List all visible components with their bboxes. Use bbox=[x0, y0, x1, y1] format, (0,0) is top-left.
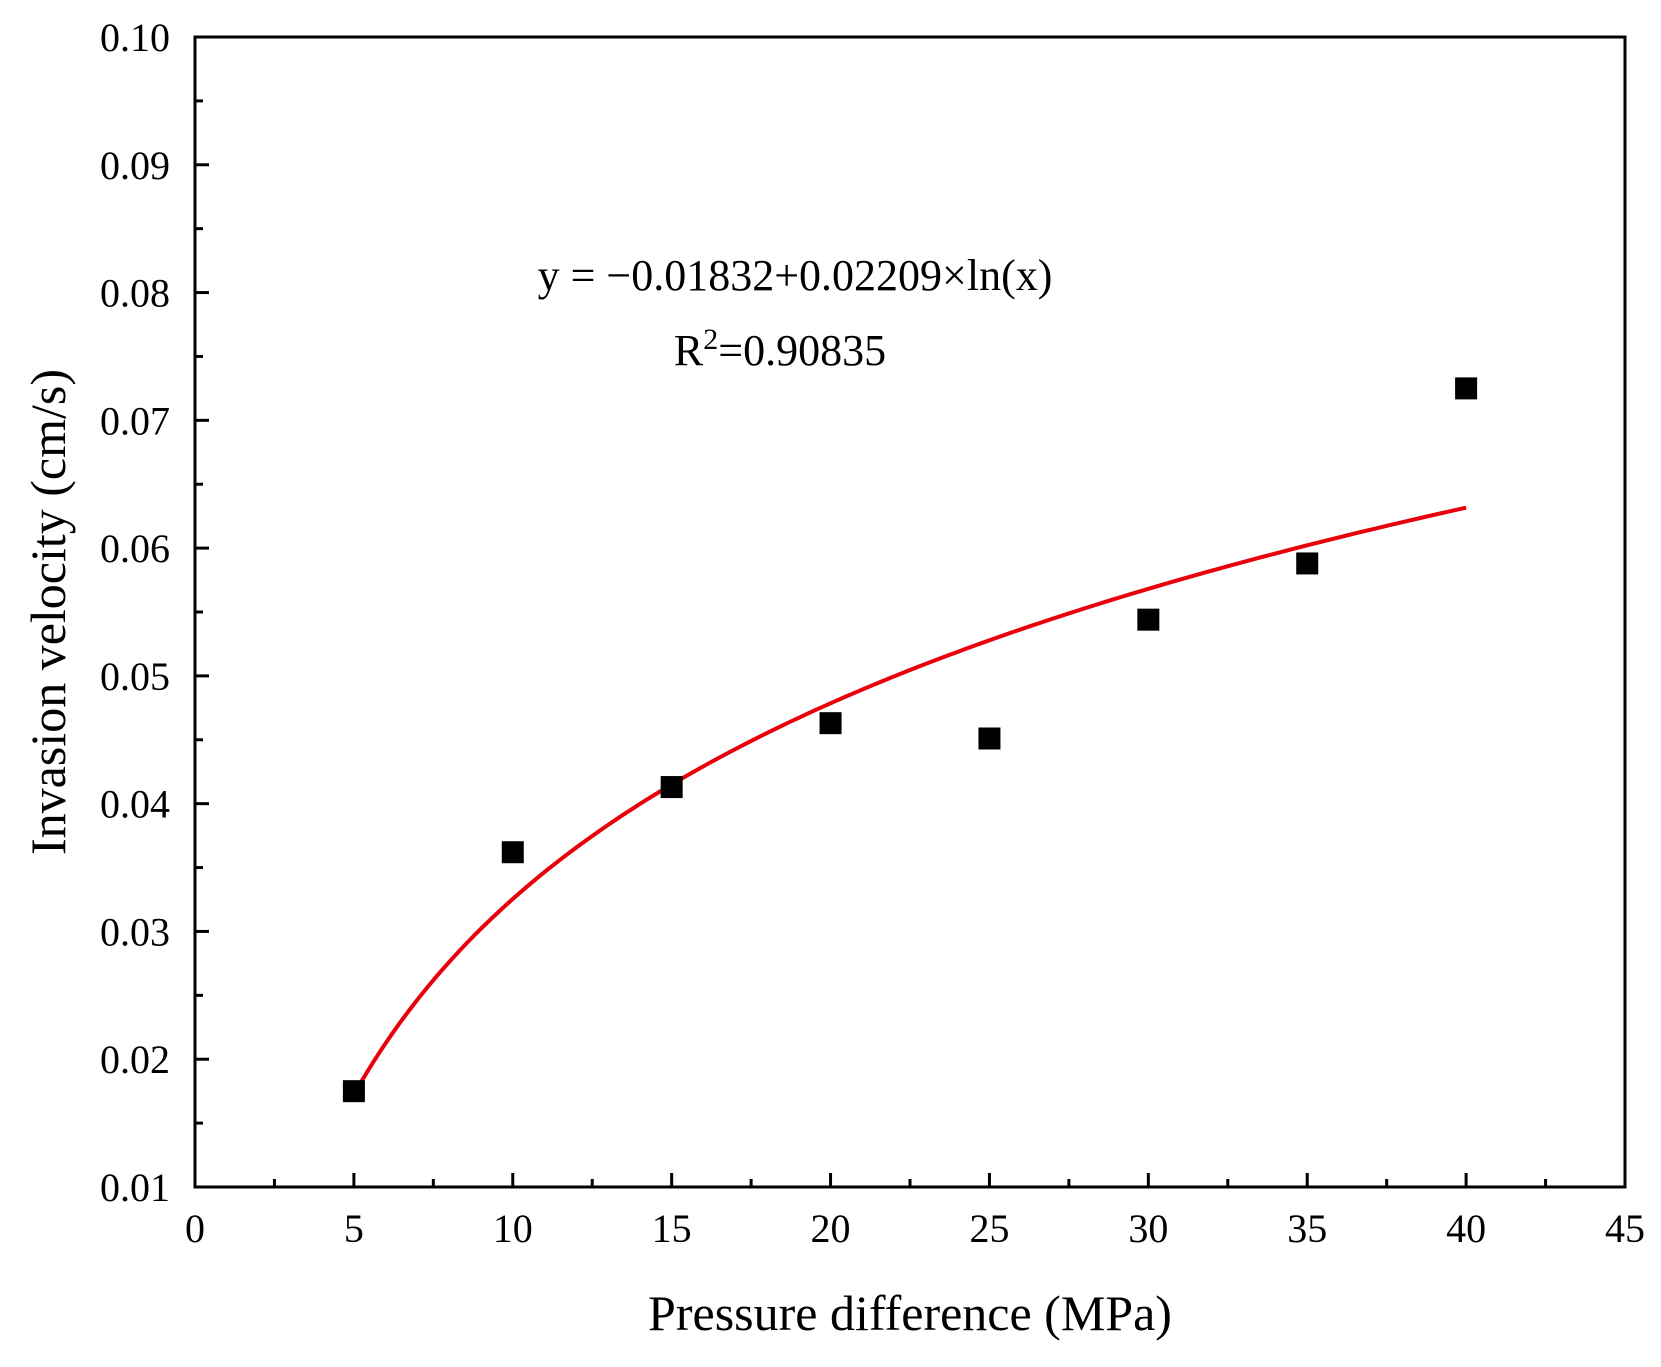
y-tick-label: 0.01 bbox=[100, 1165, 170, 1210]
y-tick-label: 0.07 bbox=[100, 398, 170, 443]
fit-equation-label: y = −0.01832+0.02209×ln(x) bbox=[538, 251, 1053, 300]
y-axis-ticks: 0.01 0.02 0.03 0.04 0.05 0.06 0.07 0.08 0.09 0.10 bbox=[100, 15, 209, 1210]
data-point bbox=[1455, 377, 1478, 400]
r-squared-label: R2=0.90835 bbox=[674, 323, 886, 375]
y-tick-label: 0.08 bbox=[100, 271, 170, 316]
data-point bbox=[342, 1080, 365, 1103]
data-point bbox=[660, 776, 683, 799]
y-tick-label: 0.04 bbox=[100, 782, 170, 827]
x-axis-title: Pressure difference (MPa) bbox=[648, 1285, 1172, 1341]
x-tick-label: 0 bbox=[185, 1206, 205, 1251]
y-tick-label: 0.09 bbox=[100, 143, 170, 188]
data-point bbox=[1296, 552, 1319, 575]
x-tick-label: 10 bbox=[493, 1206, 533, 1251]
x-tick-label: 15 bbox=[652, 1206, 692, 1251]
r-squared-superscript: 2 bbox=[703, 323, 718, 356]
r-squared-value: =0.90835 bbox=[718, 326, 886, 375]
x-tick-label: 40 bbox=[1446, 1206, 1486, 1251]
data-point bbox=[501, 841, 524, 864]
fit-curve bbox=[352, 505, 1467, 1096]
y-tick-label: 0.10 bbox=[100, 15, 170, 60]
x-tick-label: 35 bbox=[1287, 1206, 1327, 1251]
x-tick-label: 20 bbox=[811, 1206, 851, 1251]
data-point bbox=[978, 727, 1001, 750]
x-axis-ticks: 0 5 10 15 20 25 30 35 40 45 bbox=[185, 1173, 1645, 1251]
data-point bbox=[819, 712, 842, 735]
data-point bbox=[1137, 608, 1160, 631]
y-tick-label: 0.05 bbox=[100, 654, 170, 699]
y-axis-title: Invasion velocity (cm/s) bbox=[20, 369, 76, 855]
plot-frame bbox=[193, 35, 1627, 1189]
r-squared-prefix: R bbox=[674, 326, 704, 375]
x-tick-label: 5 bbox=[344, 1206, 364, 1251]
y-tick-label: 0.06 bbox=[100, 526, 170, 571]
y-tick-label: 0.03 bbox=[100, 909, 170, 954]
x-tick-label: 30 bbox=[1128, 1206, 1168, 1251]
y-tick-label: 0.02 bbox=[100, 1037, 170, 1082]
x-tick-label: 45 bbox=[1605, 1206, 1645, 1251]
x-tick-label: 25 bbox=[969, 1206, 1009, 1251]
plot-area bbox=[342, 377, 1478, 1103]
